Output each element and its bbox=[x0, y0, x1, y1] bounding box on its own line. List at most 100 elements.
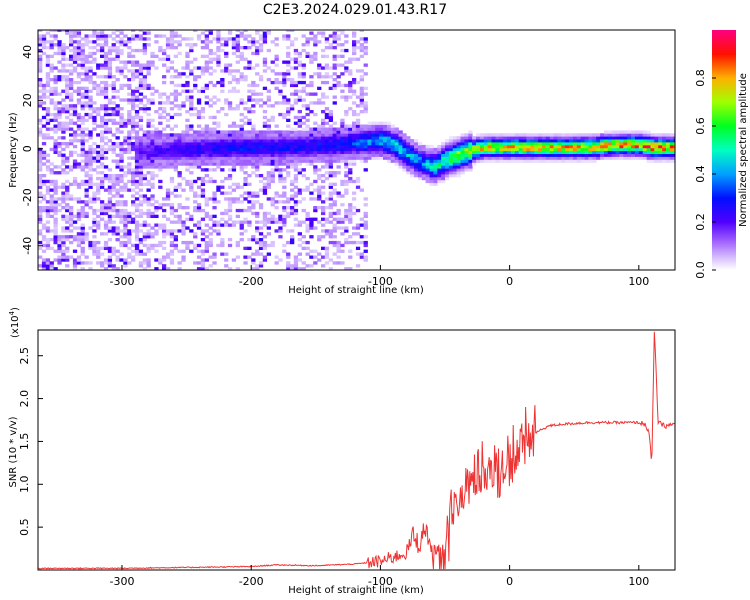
spectrogram-cell bbox=[324, 165, 330, 169]
spectrogram-cell bbox=[69, 220, 74, 224]
spectrogram-cell bbox=[107, 174, 113, 178]
spectrogram-cell bbox=[468, 147, 473, 152]
spectrogram-cell bbox=[348, 72, 353, 76]
spectrogram-cell bbox=[131, 107, 136, 111]
spectrogram-cell bbox=[115, 136, 120, 140]
spectrogram-cell bbox=[623, 133, 628, 137]
spectrogram-cell bbox=[355, 144, 361, 149]
spectrogram-cell bbox=[363, 150, 368, 155]
spectrogram-cell bbox=[69, 86, 74, 91]
spectrogram-cell bbox=[103, 130, 109, 134]
spectrogram-cell bbox=[266, 217, 271, 221]
spectrogram-cell bbox=[305, 104, 310, 108]
spectrogram-cell bbox=[193, 136, 198, 140]
spectrogram-cell bbox=[247, 46, 252, 50]
spectrogram-cell bbox=[247, 142, 252, 146]
spectrogram-cell bbox=[658, 142, 663, 146]
spectrogram-cell bbox=[553, 133, 558, 137]
spectrogram-cell bbox=[158, 153, 163, 157]
spectrogram-cell bbox=[200, 107, 206, 111]
spectrogram-cell bbox=[545, 156, 551, 160]
spectrogram-cell bbox=[270, 243, 275, 248]
spectrogram-cell bbox=[169, 252, 175, 256]
spectrogram-cell bbox=[355, 112, 361, 117]
spectrogram-cell bbox=[638, 144, 644, 149]
spectrogram-cell bbox=[321, 174, 326, 178]
spectrogram-cell bbox=[340, 194, 345, 198]
spectrogram-cell bbox=[673, 150, 675, 155]
spectrogram-cell bbox=[336, 83, 341, 88]
spectrogram-cell bbox=[355, 232, 361, 236]
spectrogram-cell bbox=[41, 223, 47, 227]
spectrogram-cell bbox=[363, 142, 368, 146]
spectrogram-cell bbox=[173, 144, 178, 149]
spectrogram-cell bbox=[243, 255, 248, 259]
spectrogram-cell bbox=[103, 150, 109, 155]
spectrogram-cell bbox=[181, 162, 186, 166]
spectrogram-cell bbox=[313, 72, 318, 76]
spectrogram-cell bbox=[274, 220, 279, 224]
spectrogram-cell bbox=[127, 83, 132, 88]
spectrogram-cell bbox=[359, 110, 364, 114]
spectrogram-cell bbox=[193, 232, 198, 236]
spectrogram-cell bbox=[363, 156, 368, 160]
spectrogram-cell bbox=[286, 60, 291, 64]
spectrogram-cell bbox=[479, 136, 485, 140]
spectrogram-cell bbox=[96, 124, 101, 128]
spectrogram-cell bbox=[317, 258, 322, 262]
spectrogram-cell bbox=[103, 246, 109, 251]
spectrogram-cell bbox=[344, 130, 349, 134]
spectrogram-cell bbox=[49, 66, 54, 70]
spectrogram-cell bbox=[344, 182, 349, 187]
spectrogram-cell bbox=[510, 139, 516, 143]
spectrogram-cell bbox=[138, 176, 144, 181]
spectrogram-cell bbox=[169, 261, 175, 265]
spectrogram-cell bbox=[239, 101, 244, 105]
spectrogram-cell bbox=[503, 156, 508, 160]
spectrogram-cell bbox=[100, 34, 105, 38]
spectrogram-cell bbox=[514, 133, 520, 137]
spectrogram-cell bbox=[96, 31, 101, 35]
spectrogram-cell bbox=[340, 89, 345, 93]
spectrogram-cell bbox=[286, 162, 291, 166]
spectrogram-cell bbox=[193, 150, 198, 155]
spectrogram-cell bbox=[92, 118, 97, 123]
spectrogram-cell bbox=[138, 223, 144, 227]
spectrogram-cell bbox=[270, 130, 275, 134]
spectrogram-cell bbox=[243, 130, 248, 134]
spectrogram-cell bbox=[270, 159, 275, 163]
spectrogram-cell bbox=[72, 121, 78, 125]
spectrogram-cell bbox=[313, 179, 318, 184]
spectrogram-cell bbox=[290, 80, 295, 85]
spectrogram-cell bbox=[45, 78, 51, 82]
spectrogram-cell bbox=[503, 144, 508, 149]
spectrogram-cell bbox=[181, 156, 186, 160]
spectrogram-cell bbox=[49, 30, 54, 32]
spectrogram-cell bbox=[212, 121, 217, 125]
spectrogram-cell bbox=[123, 200, 128, 204]
spectrogram-cell bbox=[208, 48, 213, 53]
spectrogram-cell bbox=[390, 133, 395, 137]
spectrogram-cell bbox=[588, 144, 593, 149]
spectrogram-cell bbox=[200, 179, 206, 184]
spectrogram-cell bbox=[561, 159, 566, 163]
spectrogram-cell bbox=[200, 150, 206, 155]
spectrogram-cell bbox=[452, 156, 458, 160]
spectrogram-cell bbox=[119, 153, 124, 157]
spectrogram-cell bbox=[472, 147, 477, 152]
spectrogram-cell bbox=[507, 150, 512, 155]
spectrogram-cell bbox=[220, 69, 225, 73]
spectrogram-cell bbox=[278, 220, 283, 224]
spectrogram-cell bbox=[390, 159, 395, 163]
spectrogram-cell bbox=[600, 139, 605, 143]
spectrogram-cell bbox=[72, 179, 78, 184]
spectrogram-cell bbox=[499, 159, 504, 163]
spectrogram-cell bbox=[646, 142, 651, 146]
spectrogram-cell bbox=[278, 159, 283, 163]
spectrogram-cell bbox=[224, 208, 229, 213]
spectrogram-cell bbox=[247, 83, 252, 88]
spectrogram-cell bbox=[410, 147, 415, 152]
spectrogram-cell bbox=[258, 243, 264, 248]
spectrogram-cell bbox=[352, 78, 357, 82]
spectrogram-cell bbox=[208, 142, 213, 146]
